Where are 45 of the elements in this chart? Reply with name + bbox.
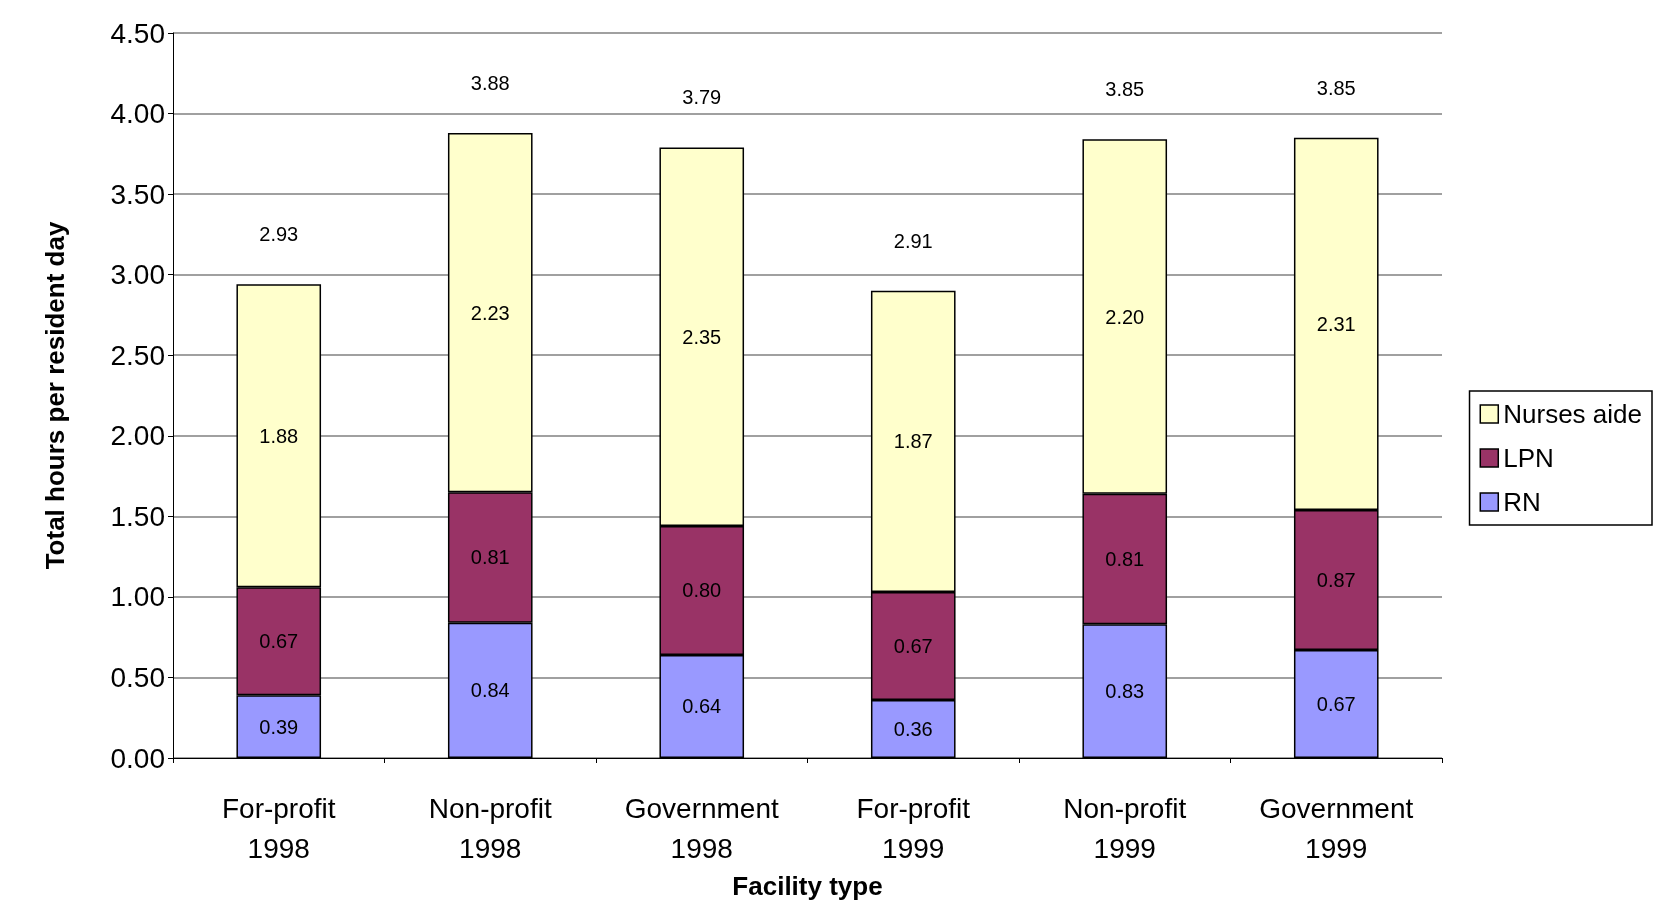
total-label: 2.93 bbox=[259, 223, 299, 246]
x-tick-label: Non-profit 1998 bbox=[428, 792, 552, 864]
y-tick-label: 0.00 bbox=[110, 742, 165, 774]
data-label: 0.83 bbox=[1105, 680, 1145, 703]
data-label: 0.36 bbox=[893, 718, 933, 740]
data-label: 0.67 bbox=[893, 635, 933, 658]
total-label: 3.85 bbox=[1316, 76, 1356, 99]
data-label: 2.23 bbox=[470, 301, 510, 324]
y-tick-label: 4.50 bbox=[110, 17, 165, 49]
y-tick-label: 1.00 bbox=[110, 581, 165, 613]
total-label: 2.91 bbox=[893, 229, 933, 252]
data-label: 1.87 bbox=[893, 430, 933, 453]
y-tick-label: 2.00 bbox=[110, 420, 165, 452]
x-tick-label: Government 1999 bbox=[1259, 792, 1414, 864]
total-label: 3.79 bbox=[682, 86, 722, 109]
data-label: 0.67 bbox=[1316, 693, 1356, 716]
data-label: 0.67 bbox=[259, 630, 299, 653]
data-label: 2.20 bbox=[1105, 305, 1145, 328]
legend-label: LPN bbox=[1503, 443, 1554, 473]
y-tick-label: 0.50 bbox=[110, 661, 165, 693]
data-label: 0.39 bbox=[259, 715, 299, 738]
data-label: 1.88 bbox=[259, 424, 299, 447]
y-tick-label: 3.00 bbox=[110, 259, 165, 291]
x-tick-label: Government 1998 bbox=[624, 792, 779, 864]
x-tick-label: Non-profit 1999 bbox=[1063, 792, 1187, 864]
total-label: 3.85 bbox=[1105, 78, 1145, 101]
data-label: 0.81 bbox=[470, 546, 510, 569]
y-tick-label: 1.50 bbox=[110, 500, 165, 532]
data-label: 0.64 bbox=[682, 695, 722, 718]
y-tick-label: 4.00 bbox=[110, 98, 165, 130]
y-axis-title: Total hours per resident day bbox=[40, 221, 70, 570]
legend-label: RN bbox=[1503, 487, 1541, 517]
x-axis-title: Facility type bbox=[732, 870, 883, 901]
data-label: 0.81 bbox=[1105, 548, 1145, 571]
y-tick-label: 3.50 bbox=[110, 178, 165, 210]
x-tick-label: For-profit 1999 bbox=[856, 792, 971, 864]
data-label: 2.35 bbox=[682, 325, 722, 348]
x-tick-label: For-profit 1998 bbox=[221, 792, 336, 864]
legend-label: Nurses aide bbox=[1503, 399, 1642, 429]
data-label: 0.87 bbox=[1316, 568, 1356, 591]
y-tick-label: 2.50 bbox=[110, 339, 165, 371]
data-label: 0.84 bbox=[470, 679, 510, 702]
data-label: 2.31 bbox=[1316, 312, 1356, 335]
data-label: 0.80 bbox=[682, 579, 722, 602]
total-label: 3.88 bbox=[470, 71, 510, 94]
